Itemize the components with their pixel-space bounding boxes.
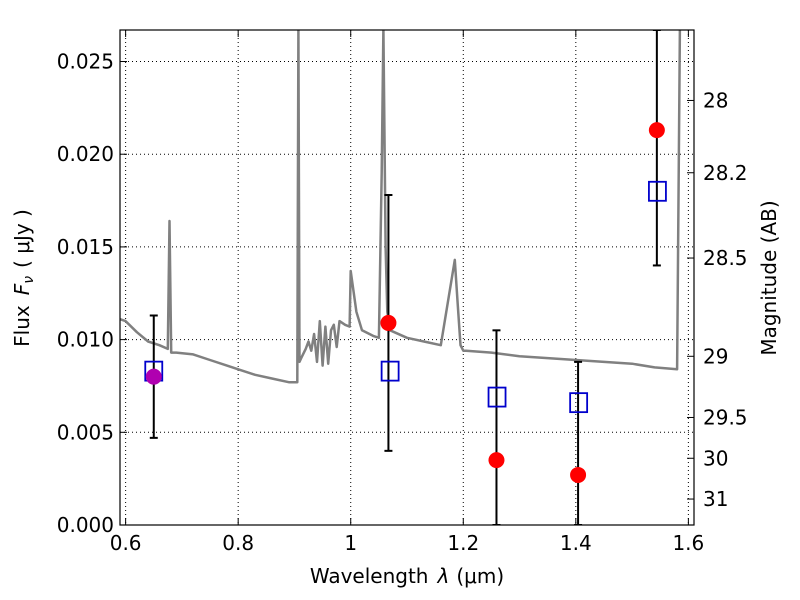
observed-point — [380, 314, 397, 331]
model-spectrum-line — [120, 30, 682, 384]
y-axis-label-unit: ( μJy ) — [10, 209, 34, 268]
y-axis-label: Flux Fν ( μJy ) — [10, 209, 37, 347]
y2-tick-label: 29.5 — [703, 405, 748, 429]
y-axis-label-subscript: ν — [21, 276, 37, 284]
x-axis-label-symbol: λ — [437, 564, 450, 588]
x-tick-label: 1.6 — [672, 531, 704, 555]
y-tick-label: 0.025 — [57, 50, 114, 74]
x-tick-label: 0.8 — [222, 531, 254, 555]
y-tick-label: 0.015 — [57, 235, 114, 259]
model-band-square — [648, 180, 667, 202]
y-axis-label-symbol: F — [10, 283, 34, 295]
y-tick-label: 0.005 — [57, 420, 114, 444]
ticks-layer: 0.6 0.8 1 1.2 1.4 1.6 0.000 0.005 0.010 0.015 0.02… — [57, 30, 748, 555]
y2-tick-label: 29 — [703, 344, 728, 368]
model-band-square — [487, 386, 507, 408]
y2-tick-label: 28.5 — [703, 246, 748, 270]
x-axis-label-prefix: Wavelength — [310, 564, 429, 588]
x-axis-label-unit: (μm) — [456, 564, 504, 588]
y2-axis-label: Magnitude (AB) — [757, 200, 781, 355]
observed-point — [145, 368, 162, 385]
y-axis-label-prefix: Flux — [10, 305, 34, 347]
y2-tick-label: 28.2 — [703, 161, 748, 185]
x-tick-label: 0.6 — [110, 531, 142, 555]
y-tick-label: 0.020 — [57, 142, 114, 166]
x-axis-label: Wavelength λ (μm) — [310, 564, 504, 588]
y2-tick-label: 31 — [703, 487, 728, 511]
y-tick-label: 0.010 — [57, 328, 114, 352]
grid-layer — [120, 30, 694, 526]
observed-point — [488, 452, 505, 469]
plot-frame — [119, 29, 695, 526]
y2-tick-label: 28 — [703, 88, 728, 112]
x-tick-label: 1 — [344, 531, 357, 555]
observed-point — [570, 466, 587, 483]
observed-point — [648, 122, 665, 139]
y-tick-label: 0.000 — [57, 513, 114, 537]
x-tick-label: 1.2 — [447, 531, 479, 555]
y2-tick-label: 30 — [703, 446, 728, 470]
x-tick-label: 1.4 — [560, 531, 592, 555]
model-band-square — [380, 360, 400, 382]
data-layer — [120, 30, 682, 525]
model-band-square — [569, 392, 589, 414]
